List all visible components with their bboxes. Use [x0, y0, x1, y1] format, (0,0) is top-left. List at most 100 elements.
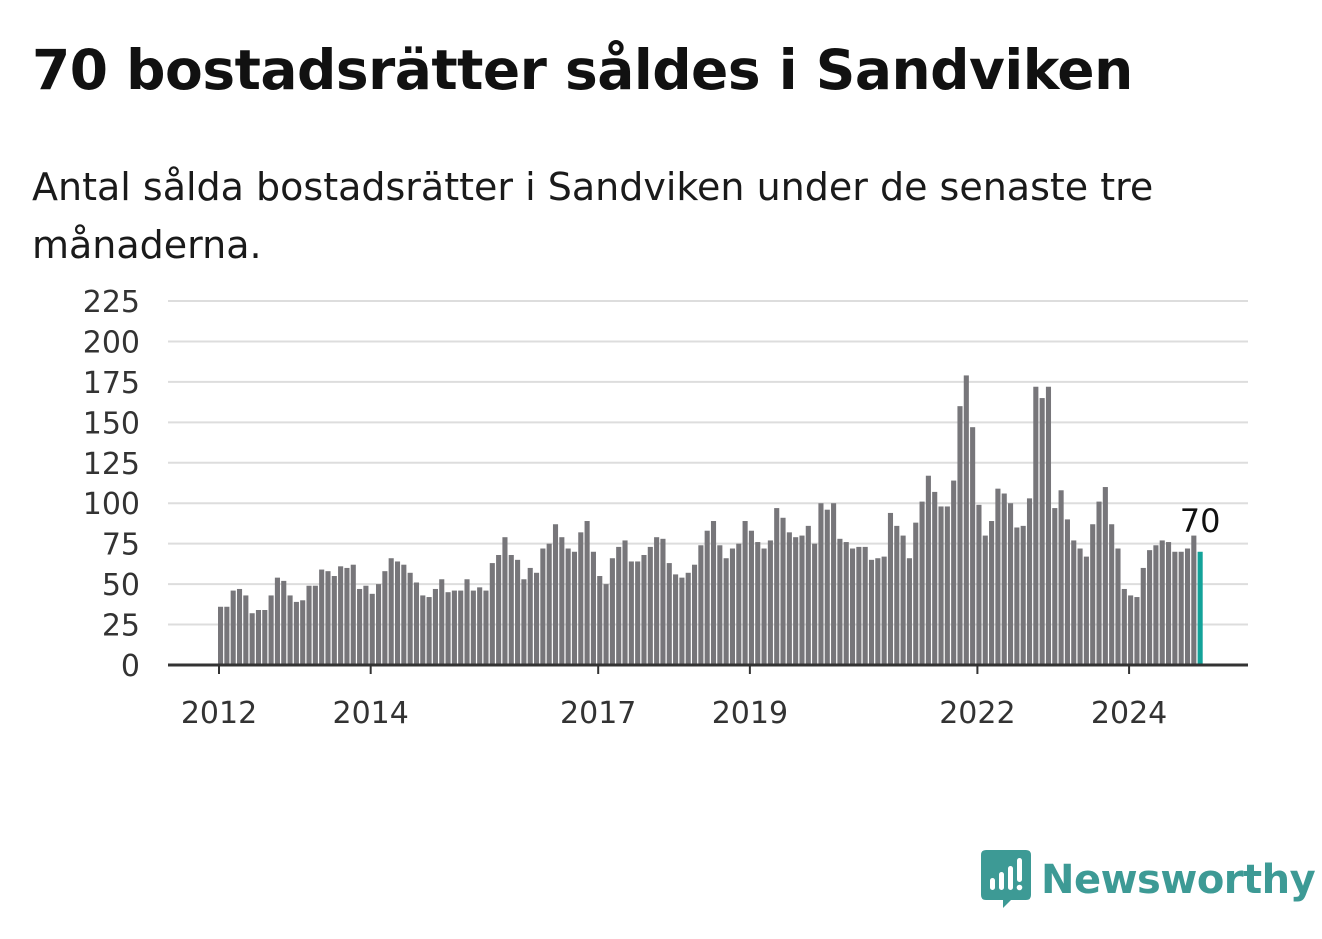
bar	[1001, 493, 1007, 665]
bar	[287, 595, 293, 665]
bar	[767, 540, 773, 665]
bar	[451, 590, 457, 665]
bar	[1172, 551, 1178, 665]
bar	[483, 590, 489, 665]
bar	[1184, 548, 1191, 665]
bar	[837, 538, 843, 665]
bar	[692, 564, 698, 665]
x-tick-label: 2022	[939, 696, 1015, 731]
bar	[698, 545, 704, 665]
bar	[236, 588, 243, 665]
bar	[325, 571, 331, 665]
bar	[584, 521, 590, 665]
bar	[786, 532, 792, 665]
bar	[729, 548, 736, 665]
chart-subtitle: Antal sålda bostadsrätter i Sandviken un…	[32, 165, 1154, 267]
bar	[704, 530, 710, 665]
bar	[502, 537, 508, 665]
bar	[1058, 490, 1064, 665]
bar	[673, 574, 679, 665]
bar	[388, 558, 394, 665]
bar	[262, 610, 268, 665]
y-tick-label: 0	[121, 649, 140, 684]
bar	[850, 548, 856, 665]
bar	[590, 551, 596, 665]
bar	[717, 545, 723, 665]
bar	[401, 564, 407, 665]
bar	[1159, 540, 1165, 665]
bar	[774, 508, 780, 665]
bar	[887, 512, 894, 665]
bar	[976, 504, 982, 665]
bar	[1026, 498, 1033, 665]
bar	[281, 580, 287, 665]
bar	[938, 506, 944, 665]
bar	[894, 525, 900, 665]
bar	[989, 521, 995, 665]
bar	[552, 524, 559, 665]
bar	[603, 584, 609, 665]
bar	[243, 595, 249, 665]
bar	[413, 582, 420, 665]
bar	[913, 522, 919, 665]
bar	[761, 548, 767, 665]
y-tick-labels: 0 25 50 75 100 125 150 175 200 225	[83, 285, 140, 684]
bar	[932, 491, 938, 665]
bar	[906, 558, 912, 665]
bar	[344, 567, 350, 665]
y-tick-label: 75	[102, 528, 140, 563]
bar	[742, 521, 748, 665]
bar	[919, 501, 925, 665]
y-tick-label: 25	[102, 609, 140, 644]
bar	[970, 427, 976, 665]
y-tick-label: 50	[102, 568, 140, 603]
bar	[963, 375, 969, 665]
bar	[1008, 503, 1014, 665]
bar	[875, 558, 881, 665]
bar	[565, 548, 571, 665]
bar	[293, 601, 299, 665]
bar	[641, 554, 647, 665]
bar	[1191, 535, 1197, 665]
bar	[1014, 527, 1020, 665]
x-tick-label: 2017	[560, 696, 636, 731]
last-value-label: 70	[1180, 502, 1221, 540]
bar	[230, 590, 236, 665]
bar	[660, 538, 666, 665]
chart-title: 70 bostadsrätter såldes i Sandviken	[32, 38, 1133, 102]
bar	[527, 567, 533, 665]
bar	[982, 535, 988, 665]
bar	[1109, 524, 1115, 665]
bar	[818, 503, 824, 665]
bar	[300, 600, 306, 665]
bar	[1045, 386, 1052, 665]
bar	[445, 592, 451, 665]
x-tick-label: 2012	[181, 696, 257, 731]
bar	[312, 585, 318, 665]
bar	[925, 475, 931, 665]
bar	[1083, 556, 1089, 665]
bar	[382, 571, 388, 665]
bar	[489, 563, 495, 665]
bar	[755, 542, 761, 665]
bar	[338, 566, 344, 665]
bar	[508, 554, 514, 665]
bar	[578, 532, 584, 665]
bar	[432, 588, 438, 665]
bar	[1077, 548, 1083, 665]
bar	[534, 572, 540, 665]
bar	[458, 590, 464, 665]
bar	[843, 542, 849, 665]
bar	[376, 584, 382, 665]
bar	[571, 551, 578, 665]
bar	[1178, 551, 1184, 665]
newsworthy-logo-icon	[981, 850, 1031, 908]
bar	[540, 548, 546, 665]
bar	[666, 563, 672, 665]
bars	[218, 375, 1203, 665]
bar	[868, 559, 875, 665]
bar	[1071, 540, 1077, 665]
y-tick-label: 150	[83, 406, 140, 441]
bar	[831, 503, 837, 665]
bar	[805, 525, 811, 665]
